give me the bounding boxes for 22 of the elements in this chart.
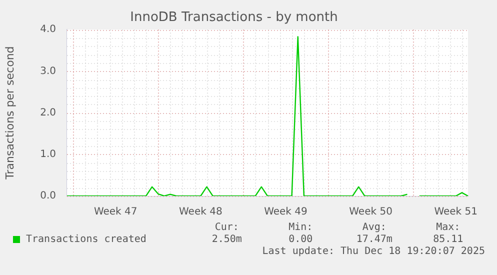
text: Min: (288, 222, 314, 233)
y-axis-title: Transactions per second (3, 46, 16, 180)
y-tick-label: 2.0 (40, 107, 56, 118)
y-tick-label: 0.0 (40, 190, 56, 202)
legend-label: Transactions created (26, 234, 146, 245)
x-tick-label: Week 47 (94, 206, 138, 218)
text: 85.11 (432, 234, 464, 245)
x-tick-label: Week 48 (179, 206, 222, 218)
y-tick-label: 4.0 (40, 24, 56, 36)
text: Max: (435, 222, 462, 233)
text: 17.47m (355, 234, 394, 245)
chart-title: InnoDB Transactions - by month (130, 10, 338, 26)
x-tick-label: Week 51 (434, 206, 478, 218)
text: Cur: (214, 222, 240, 233)
x-tick-label: Week 50 (349, 206, 392, 218)
y-tick-label: 1.0 (40, 148, 56, 160)
y-tick-label: 3.0 (40, 66, 56, 77)
text: Last update: Thu Dec 18 19:20:07 2025 (261, 246, 485, 257)
text: 0.00 (288, 234, 314, 245)
text: 2.50m (210, 234, 243, 245)
x-tick-label: Week 49 (264, 206, 308, 218)
text: Avg: (361, 222, 388, 233)
